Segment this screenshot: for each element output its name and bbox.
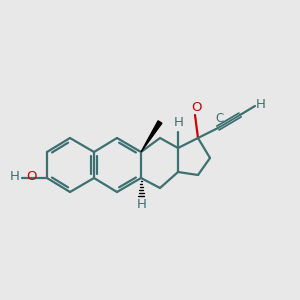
Text: C: C (215, 112, 223, 125)
Text: H: H (10, 170, 20, 184)
Text: H: H (256, 98, 266, 112)
Text: H: H (137, 198, 147, 211)
Polygon shape (141, 121, 162, 152)
Text: O: O (191, 101, 201, 114)
Text: O: O (26, 170, 37, 184)
Text: H: H (174, 116, 184, 129)
